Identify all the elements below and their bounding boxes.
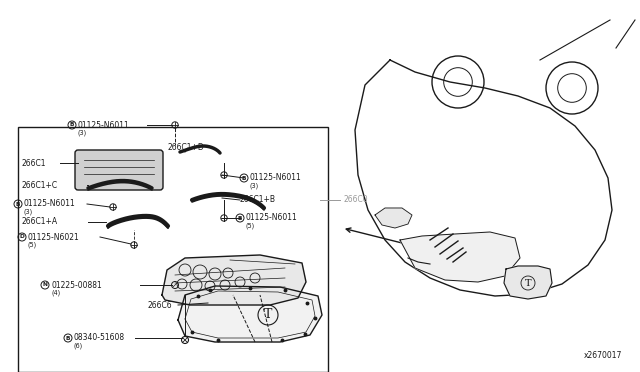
Text: (3): (3)	[250, 183, 259, 189]
Text: 266C1+A: 266C1+A	[22, 218, 58, 227]
Text: (3): (3)	[24, 209, 33, 215]
Polygon shape	[178, 286, 322, 342]
Text: (5): (5)	[28, 242, 37, 248]
Text: 01225-00881: 01225-00881	[51, 280, 102, 289]
Text: (5): (5)	[246, 223, 255, 229]
Text: 01125-N6011: 01125-N6011	[246, 214, 298, 222]
Text: B: B	[66, 336, 70, 340]
Text: 08340-51608: 08340-51608	[74, 334, 125, 343]
Text: 01125-N6021: 01125-N6021	[28, 232, 80, 241]
Text: 266C1+D: 266C1+D	[168, 144, 205, 153]
Text: D: D	[20, 234, 24, 240]
Text: 266C6: 266C6	[148, 301, 173, 310]
FancyBboxPatch shape	[75, 150, 163, 190]
Polygon shape	[400, 232, 520, 282]
Text: (4): (4)	[51, 290, 60, 296]
Text: B: B	[70, 122, 74, 128]
Text: 01125-N6011: 01125-N6011	[78, 121, 130, 129]
Text: (3): (3)	[78, 130, 87, 136]
Text: (6): (6)	[74, 343, 83, 349]
Polygon shape	[504, 266, 552, 299]
Text: T: T	[264, 308, 272, 321]
Bar	[18, 127, 328, 372]
Text: B: B	[16, 202, 20, 206]
Text: x2670017: x2670017	[584, 351, 622, 360]
Text: 01125-N6011: 01125-N6011	[250, 173, 301, 183]
Text: N: N	[43, 282, 47, 288]
Text: 266C1: 266C1	[22, 158, 47, 167]
Text: T: T	[525, 279, 531, 288]
Polygon shape	[355, 60, 612, 296]
Text: B: B	[242, 176, 246, 180]
Text: B: B	[238, 215, 242, 221]
Text: 266C1+B: 266C1+B	[240, 196, 276, 205]
Polygon shape	[375, 208, 412, 228]
Polygon shape	[162, 255, 306, 305]
Text: 01125-N6011: 01125-N6011	[24, 199, 76, 208]
Text: 266C1+C: 266C1+C	[22, 180, 58, 189]
Text: 266C0: 266C0	[344, 196, 369, 205]
